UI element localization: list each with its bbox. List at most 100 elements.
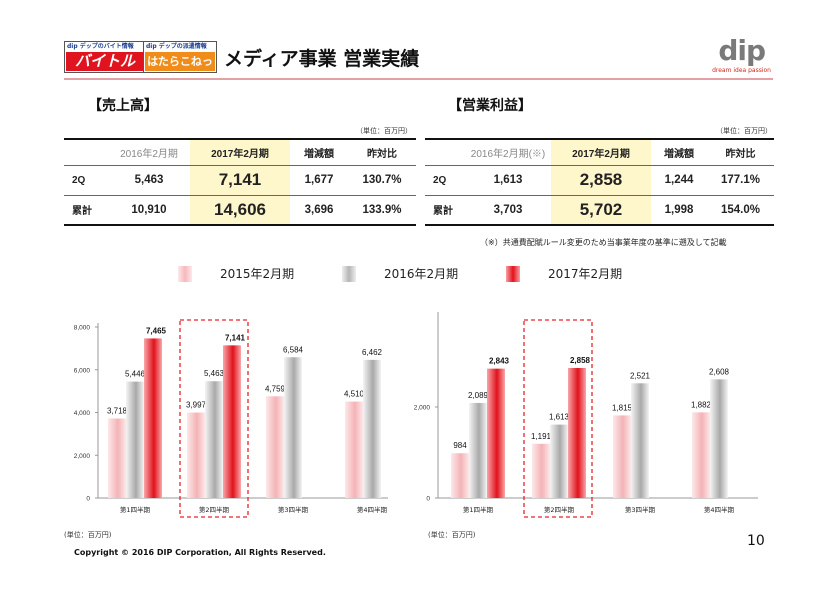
sales-data-label: 3,997	[186, 401, 207, 410]
dip-tagline: dream idea passion	[712, 67, 771, 74]
table-header-row: 2016年2月期 2017年2月期 増減額 昨対比	[64, 139, 416, 165]
sales-bar	[205, 381, 223, 498]
table-header-cell: 2016年2月期	[120, 148, 178, 160]
table-header-cell: 2017年2月期	[551, 139, 651, 165]
profit-bar	[550, 424, 568, 498]
table-cell: 1,998	[664, 203, 694, 216]
table-header-cell: 増減額	[664, 148, 694, 160]
table-cell: 1,244	[664, 174, 694, 186]
profit-bar	[487, 368, 505, 498]
legend-label: 2015年2月期	[220, 267, 295, 281]
table-header-cell: 2016年2月期(※)	[470, 148, 546, 160]
footnote: （※）共通費配賦ルール変更のため当事業年度の基準に遡及して記載	[480, 238, 727, 247]
profit-data-label: 2,858	[570, 356, 591, 365]
sales-y-tick-label: 0	[86, 496, 90, 503]
profit-bar	[692, 412, 710, 498]
table-header-cell: 2017年2月期	[190, 139, 290, 165]
sales-unit-note: （単位：百万円）	[356, 127, 412, 135]
sales-category-label: 第4四半期	[357, 505, 388, 514]
profit-table: 2016年2月期(※) 2017年2月期 増減額 昨対比 2Q 1,613 2,…	[425, 138, 774, 226]
profit-category-label: 第3四半期	[625, 505, 656, 514]
sales-category-label: 第1四半期	[120, 505, 151, 514]
hatarako-tagline: dip デップの派遣情報	[146, 43, 207, 50]
page-title: メディア事業 営業実績	[224, 48, 420, 70]
table-cell: 2,858	[551, 165, 651, 195]
sales-y-tick-label: 8,000	[74, 325, 91, 332]
baitoru-wordmark: バイトル	[66, 52, 144, 71]
sales-table: 2016年2月期 2017年2月期 増減額 昨対比 2Q 5,463 7,141…	[64, 138, 416, 226]
profit-chart-unit: (単位：百万円)	[428, 531, 476, 539]
profit-data-label: 1,613	[549, 413, 570, 422]
sales-bar	[187, 412, 205, 498]
sales-data-label: 3,718	[107, 407, 128, 416]
table-header-cell: 昨対比	[367, 148, 397, 160]
sales-data-label: 7,141	[225, 333, 246, 342]
sales-bar	[363, 359, 381, 498]
table-header-cell: 昨対比	[725, 148, 756, 160]
profit-data-label: 1,882	[691, 400, 712, 409]
profit-data-label: 2,089	[468, 391, 489, 400]
profit-data-label: 2,521	[630, 371, 651, 380]
sales-data-label: 6,584	[283, 345, 304, 354]
table-row: 累計 10,910 14,606 3,696 133.9%	[64, 195, 416, 225]
header-divider	[64, 78, 773, 80]
profit-data-label: 984	[453, 441, 467, 450]
table-row: 2Q 5,463 7,141 1,677 130.7%	[64, 165, 416, 195]
profit-category-label: 第4四半期	[704, 505, 735, 514]
table-cell: 14,606	[190, 195, 290, 225]
profit-unit-note: （単位：百万円）	[716, 127, 772, 135]
table-cell: 10,910	[131, 203, 167, 216]
table-cell: 1,677	[304, 174, 334, 186]
row-label: 累計	[72, 206, 92, 218]
profit-bar	[469, 402, 487, 498]
table-cell: 154.0%	[720, 203, 760, 216]
sales-data-label: 4,759	[265, 384, 286, 393]
table-row: 2Q 1,613 2,858 1,244 177.1%	[425, 165, 774, 195]
profit-bar	[710, 379, 728, 498]
profit-data-label: 2,843	[489, 357, 510, 366]
baitoru-tagline: dip デップのバイト情報	[67, 43, 134, 50]
table-cell: 3,696	[304, 203, 334, 216]
profit-bar	[568, 367, 586, 498]
hatarako-wordmark: はたらこねっと	[145, 52, 215, 87]
page-number: 10	[747, 533, 765, 549]
profit-bar	[532, 443, 550, 498]
table-cell: 5,702	[551, 195, 651, 225]
sales-section-title: 【売上高】	[88, 98, 158, 114]
sales-y-tick-label: 2,000	[74, 453, 91, 460]
sales-bar	[126, 381, 144, 498]
sales-data-label: 5,446	[125, 370, 146, 379]
profit-y-tick-label: 0	[426, 496, 430, 503]
sales-y-tick-label: 4,000	[74, 410, 91, 417]
sales-chart-unit: (単位：百万円)	[64, 531, 112, 539]
table-cell: 133.9%	[362, 203, 402, 216]
sales-bar	[266, 396, 284, 498]
sales-bar	[108, 418, 126, 498]
profit-data-label: 1,815	[612, 403, 633, 412]
sales-bar	[345, 401, 363, 498]
row-label: 2Q	[72, 174, 86, 186]
copyright: Copyright © 2016 DIP Corporation, All Ri…	[74, 548, 326, 557]
profit-y-tick-label: 2,000	[414, 405, 431, 412]
profit-category-label: 第1四半期	[463, 505, 494, 514]
row-label: 2Q	[433, 174, 447, 186]
profit-data-label: 1,191	[531, 432, 552, 441]
sales-bar	[144, 338, 162, 498]
profit-bar	[631, 383, 649, 498]
legend-label: 2016年2月期	[384, 267, 459, 281]
legend-label: 2017年2月期	[548, 267, 623, 281]
sales-category-label: 第2四半期	[199, 505, 230, 514]
sales-data-label: 4,510	[344, 390, 365, 399]
sales-y-tick-label: 6,000	[74, 367, 91, 374]
profit-section-title: 【営業利益】	[448, 98, 532, 114]
hatarako-logo: dip デップの派遣情報 はたらこねっと	[143, 41, 217, 87]
table-cell: 5,463	[134, 174, 164, 186]
sales-data-label: 6,462	[362, 348, 383, 357]
table-header-row: 2016年2月期(※) 2017年2月期 増減額 昨対比	[425, 139, 774, 165]
legend-swatch-fy2016	[342, 265, 356, 282]
legend-item-fy2017: 2017年2月期	[506, 265, 622, 282]
sales-category-label: 第3四半期	[278, 505, 309, 514]
sales-bar	[284, 357, 302, 498]
